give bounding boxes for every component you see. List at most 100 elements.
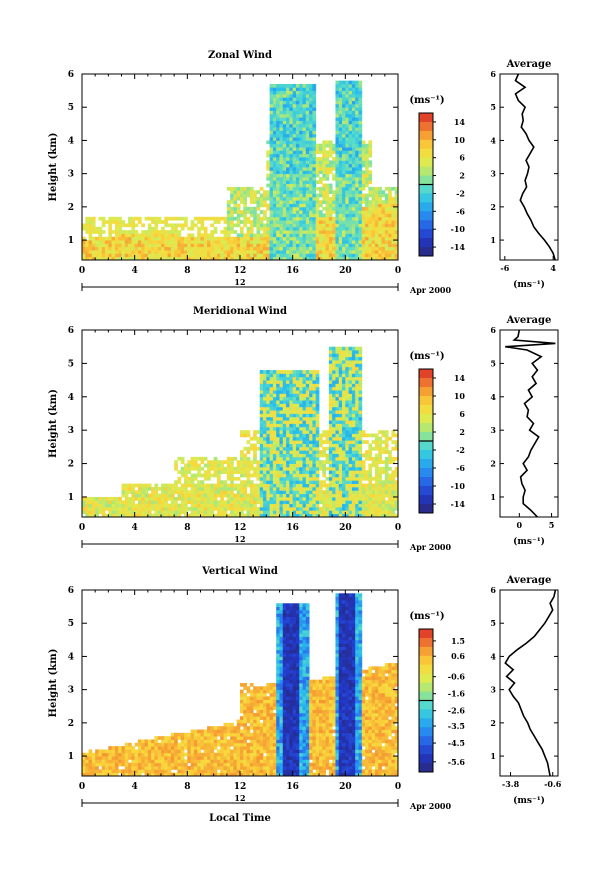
heatmap-cell xyxy=(368,226,373,231)
heatmap-cell xyxy=(338,413,343,418)
heatmap-cell xyxy=(299,240,303,244)
heatmap-cell xyxy=(269,406,274,411)
heatmap-cell xyxy=(266,443,271,448)
heatmap-cell xyxy=(108,749,113,754)
heatmap-cell xyxy=(292,163,297,168)
heatmap-cell xyxy=(322,250,326,254)
heatmap-cell xyxy=(98,762,103,767)
heatmap-cell xyxy=(295,240,300,244)
colorbar-swatch xyxy=(419,369,433,379)
heatmap-cell xyxy=(147,233,152,238)
heatmap-cell xyxy=(351,250,356,254)
heatmap-cell xyxy=(305,130,310,135)
heatmap-cell xyxy=(272,430,277,434)
heatmap-cell xyxy=(295,196,300,201)
heatmap-cell xyxy=(210,513,215,518)
heatmap-cell xyxy=(233,200,238,204)
heatmap-cell xyxy=(368,246,373,251)
heatmap-cell xyxy=(272,110,277,115)
heatmap-cell xyxy=(210,496,215,501)
heatmap-cell xyxy=(358,180,363,185)
heatmap-cell xyxy=(378,190,382,194)
heatmap-cell xyxy=(361,483,366,488)
heatmap-cell xyxy=(351,466,356,471)
heatmap-cell xyxy=(319,493,323,498)
heatmap-cell xyxy=(249,223,254,228)
heatmap-cell xyxy=(305,403,310,408)
heatmap-cell xyxy=(144,500,149,505)
heatmap-cell xyxy=(279,473,284,478)
heatmap-cell xyxy=(82,766,86,770)
heatmap-cell xyxy=(210,223,215,228)
colorbar-swatch xyxy=(419,477,433,487)
heatmap-cell xyxy=(266,436,271,441)
heatmap-cell xyxy=(85,226,89,231)
heatmap-cell xyxy=(101,759,106,764)
heatmap-cell xyxy=(388,213,392,218)
heatmap-cell xyxy=(394,220,399,224)
heatmap-cell xyxy=(88,240,93,244)
heatmap-cell xyxy=(276,83,280,88)
heatmap-cell xyxy=(361,496,366,501)
heatmap-cell xyxy=(276,386,280,391)
heatmap-cell xyxy=(184,253,188,258)
heatmap-cell xyxy=(286,180,290,185)
heatmap-cell xyxy=(342,490,346,495)
heatmap-cell xyxy=(144,503,149,508)
heatmap-cell xyxy=(174,233,178,238)
heatmap-cell xyxy=(365,453,369,458)
heatmap-cell xyxy=(230,490,234,495)
heatmap-cell xyxy=(161,233,165,238)
heatmap-cell xyxy=(128,246,132,251)
heatmap-cell xyxy=(154,506,159,511)
heatmap-cell xyxy=(335,223,340,228)
heatmap-cell xyxy=(282,153,287,158)
heatmap-cell xyxy=(256,236,261,241)
heatmap-cell xyxy=(180,490,185,495)
heatmap-cell xyxy=(325,510,330,515)
heatmap-cells xyxy=(82,346,399,518)
heatmap-cell xyxy=(101,496,106,501)
heatmap-cell xyxy=(309,206,313,211)
heatmap-cell xyxy=(325,200,330,204)
heatmap-cell xyxy=(384,226,389,231)
heatmap-cell xyxy=(388,240,392,244)
heatmap-cell xyxy=(299,127,303,131)
heatmap-cell xyxy=(269,256,274,261)
heatmap-cell xyxy=(325,496,330,501)
heatmap-cell xyxy=(98,506,103,511)
heatmap-cell xyxy=(295,403,300,408)
heatmap-cell xyxy=(351,80,356,85)
heatmap-cell xyxy=(114,223,119,228)
heatmap-cell xyxy=(351,360,356,364)
heatmap-cell xyxy=(302,190,307,194)
heatmap-cell xyxy=(111,756,116,760)
heatmap-cell xyxy=(240,236,244,241)
heatmap-cell xyxy=(309,173,313,178)
heatmap-cell xyxy=(226,250,231,254)
heatmap-cell xyxy=(332,420,336,424)
heatmap-cell xyxy=(351,383,356,388)
heatmap-cell xyxy=(213,466,218,471)
heatmap-cell xyxy=(358,186,363,191)
heatmap-cell xyxy=(88,216,93,221)
heatmap-cell xyxy=(355,413,359,418)
heatmap-cell xyxy=(207,240,211,244)
heatmap-cell xyxy=(246,216,251,221)
heatmap-cell xyxy=(286,486,290,491)
heatmap-cell xyxy=(325,167,330,171)
heatmap-cell xyxy=(312,230,317,234)
heatmap-cell xyxy=(312,506,317,511)
heatmap-cell xyxy=(302,396,307,401)
heatmap-cell xyxy=(197,466,201,471)
heatmap-cell xyxy=(302,163,307,168)
heatmap-cell xyxy=(187,506,192,511)
heatmap-cell xyxy=(351,133,356,138)
heatmap-cell xyxy=(266,480,271,485)
heatmap-cell xyxy=(378,440,382,444)
heatmap-cell xyxy=(345,210,350,214)
heatmap-cell xyxy=(338,380,343,384)
heatmap-cell xyxy=(384,213,389,218)
y-tick-label: 2 xyxy=(68,460,74,470)
colorbar-swatch xyxy=(419,130,433,141)
